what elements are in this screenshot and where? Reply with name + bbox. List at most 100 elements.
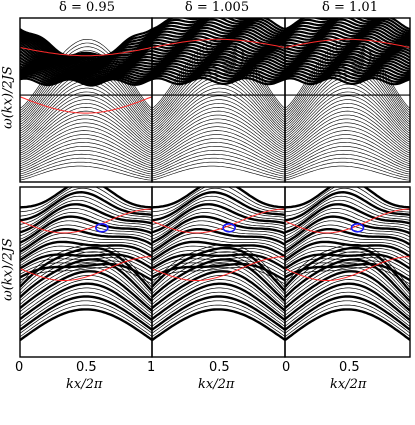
band-line: [285, 246, 410, 292]
band-line: [285, 195, 410, 225]
band-line: [20, 279, 152, 318]
band-line: [152, 18, 285, 36]
band-line: [285, 270, 410, 312]
band-line: [20, 266, 152, 285]
band-line: [20, 243, 152, 288]
band-line: [152, 150, 285, 173]
edge-mode-line: [20, 96, 152, 114]
band-line: [20, 255, 152, 299]
band-line: [152, 118, 285, 156]
band-line: [285, 29, 410, 43]
band-line: [152, 243, 285, 288]
band-line: [152, 71, 285, 81]
band-line: [285, 287, 410, 324]
column-title-2: δ = 1.005: [184, 0, 250, 15]
edge-mode-line: [20, 47, 152, 57]
crossing-highlight-ring: [350, 223, 365, 233]
band-line: [20, 308, 152, 342]
band-line: [20, 291, 152, 327]
x-tick-1-col1: 1: [147, 360, 156, 375]
band-line: [152, 161, 285, 179]
band-line: [152, 220, 285, 247]
crossing-highlight-ring: [222, 223, 236, 233]
band-line: [20, 295, 152, 331]
band-line: [20, 199, 152, 229]
y-axis-label-top: ω(kx)/2JS: [0, 66, 16, 129]
band-line: [285, 130, 410, 162]
band-line: [285, 224, 410, 250]
band-line: [152, 266, 285, 308]
band-line: [20, 73, 152, 85]
panel-frame: [284, 17, 411, 183]
band-line: [285, 58, 410, 70]
band-line: [285, 68, 410, 79]
band-line: [152, 142, 285, 169]
band-line: [285, 199, 410, 229]
band-line: [285, 212, 410, 240]
band-line: [285, 165, 410, 181]
band-line: [20, 187, 152, 209]
band-line: [285, 262, 410, 305]
band-line: [20, 34, 152, 64]
band-line: [152, 40, 285, 52]
band-line: [152, 282, 285, 322]
band-line: [285, 122, 410, 158]
band-line: [285, 134, 410, 164]
band-line: [285, 150, 410, 173]
band-line: [152, 153, 285, 175]
band-line: [20, 33, 152, 62]
panel-top-2: [151, 17, 286, 183]
band-line: [152, 74, 285, 84]
band-line: [152, 287, 285, 324]
band-line: [152, 308, 285, 342]
edge-mode-line: [20, 208, 152, 234]
edge-mode-line: [20, 256, 152, 281]
band-line: [20, 258, 152, 302]
band-line: [152, 304, 285, 337]
band-line: [152, 279, 285, 318]
band-line: [285, 228, 410, 253]
band-line: [285, 266, 410, 308]
band-line: [285, 187, 410, 217]
band-line: [20, 70, 152, 82]
band-line: [152, 208, 285, 237]
band-line: [285, 50, 410, 63]
band-line: [152, 295, 285, 331]
band-line: [20, 300, 152, 334]
band-line: [20, 220, 152, 247]
panel-top-1: [19, 17, 153, 183]
band-line: [20, 212, 152, 240]
band-line: [285, 18, 410, 34]
band-line: [285, 95, 410, 143]
band-line: [20, 215, 152, 244]
band-line: [20, 203, 152, 234]
panel-bottom-3: [284, 186, 411, 358]
band-line: [285, 18, 410, 33]
band-line: [285, 63, 410, 75]
band-line: [285, 279, 410, 318]
edge-mode-line: [152, 38, 285, 48]
band-line: [285, 21, 410, 38]
band-line: [285, 304, 410, 337]
band-line: [152, 32, 285, 45]
band-line: [152, 258, 285, 302]
band-line: [20, 118, 152, 156]
band-line: [152, 165, 285, 181]
band-line: [20, 153, 152, 175]
band-line: [285, 118, 410, 156]
band-line: [20, 142, 152, 169]
band-line: [285, 110, 410, 152]
band-line: [285, 40, 410, 52]
band-line: [20, 237, 152, 258]
band-line: [20, 251, 152, 295]
band-line: [20, 266, 152, 308]
band-line: [152, 215, 285, 244]
band-line: [152, 300, 285, 334]
band-line: [152, 60, 285, 73]
column-title-1: δ = 0.95: [59, 0, 115, 15]
x-axis-label-2: kx/2π: [198, 377, 235, 392]
band-line: [20, 99, 152, 145]
band-line: [285, 220, 410, 247]
